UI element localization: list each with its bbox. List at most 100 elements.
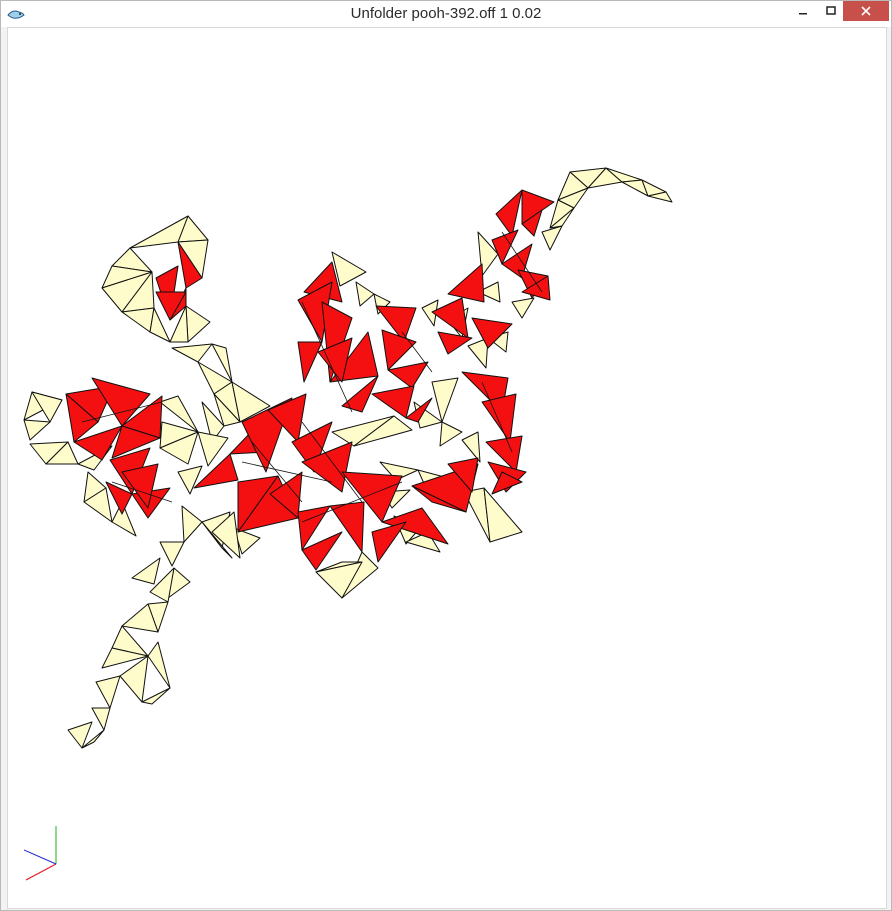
mesh-face: [477, 231, 499, 277]
mesh-face: [211, 343, 233, 383]
mesh-face: [405, 531, 441, 553]
mesh-face: [411, 485, 467, 513]
mesh-face: [81, 729, 105, 749]
mesh-face: [355, 281, 375, 307]
mesh-face: [45, 441, 79, 465]
mesh-face: [159, 541, 185, 567]
mesh-face: [213, 393, 241, 427]
mesh-face: [331, 251, 367, 287]
mesh-face: [267, 393, 307, 443]
mesh-face: [91, 707, 111, 731]
mesh-face: [73, 425, 123, 461]
mesh-face: [119, 655, 149, 703]
minimize-button[interactable]: [789, 1, 817, 21]
mesh-face: [381, 507, 449, 545]
mesh-face: [131, 557, 161, 585]
mesh-edge: [301, 481, 403, 523]
close-button[interactable]: [843, 1, 889, 21]
mesh-face: [149, 307, 171, 343]
mesh-face: [301, 441, 353, 493]
mesh-face: [461, 431, 481, 463]
mesh-face: [341, 375, 379, 413]
mesh-face: [375, 305, 417, 343]
mesh-face: [329, 501, 365, 553]
mesh-face: [201, 401, 225, 443]
mesh-face: [67, 721, 93, 749]
mesh-face: [371, 385, 415, 419]
app-icon: [7, 10, 25, 19]
mesh-face: [521, 275, 551, 301]
mesh-face: [291, 421, 333, 473]
mesh-face: [301, 531, 343, 571]
mesh-face: [181, 505, 203, 543]
mesh-edge: [301, 301, 353, 413]
mesh-face: [129, 215, 189, 249]
mesh-face: [193, 453, 239, 489]
mesh-face: [491, 229, 519, 265]
mesh-face: [121, 603, 159, 633]
mesh-face: [387, 361, 429, 389]
mesh-face: [171, 343, 213, 363]
viewport-canvas[interactable]: [7, 27, 887, 909]
minimize-icon: [799, 13, 807, 15]
mesh-face: [511, 297, 535, 319]
mesh-face: [447, 263, 485, 303]
mesh-face: [141, 687, 171, 705]
mesh-face: [111, 425, 161, 459]
window-title: Unfolder pooh-392.off 1 0.02: [350, 5, 542, 22]
mesh-face: [211, 511, 241, 559]
mesh-face: [91, 377, 151, 427]
mesh-face: [149, 567, 175, 603]
mesh-face: [315, 561, 363, 599]
mesh-face: [95, 675, 121, 709]
mesh-face: [495, 189, 523, 237]
mesh-face: [647, 191, 673, 203]
mesh-face: [485, 435, 523, 473]
mesh-face: [353, 415, 413, 447]
axis-x-line: [25, 863, 57, 881]
mesh-face: [341, 471, 403, 523]
mesh-face: [65, 393, 99, 443]
mesh-face: [379, 461, 419, 481]
mesh-face: [491, 471, 523, 495]
mesh-edge: [81, 401, 163, 423]
mesh-face: [381, 329, 417, 371]
axis-gizmo: [24, 826, 57, 881]
mesh-face: [197, 431, 229, 467]
mesh-face: [431, 297, 469, 339]
mesh-face: [101, 647, 149, 669]
mesh-face: [105, 481, 133, 515]
mesh-face: [111, 501, 137, 537]
mesh-edge: [401, 331, 433, 373]
mesh-edge: [501, 231, 543, 293]
mesh-face: [467, 337, 489, 369]
mesh-edge: [251, 441, 303, 503]
maximize-button[interactable]: [817, 1, 845, 21]
mesh-edge: [111, 481, 173, 503]
mesh-face: [297, 341, 323, 383]
mesh-face: [405, 397, 433, 423]
mesh-face: [431, 377, 459, 423]
mesh-face: [121, 307, 155, 333]
mesh-face: [447, 457, 479, 493]
mesh-face: [371, 521, 407, 563]
maximize-icon: [826, 6, 836, 15]
mesh-face: [521, 209, 543, 237]
mesh-face: [549, 207, 575, 229]
mesh-face: [437, 331, 473, 355]
mesh-face: [471, 317, 513, 349]
mesh-face: [147, 641, 171, 689]
mesh-face: [201, 521, 233, 559]
mesh-face: [317, 337, 353, 383]
mesh-face: [159, 431, 199, 465]
mesh-face: [177, 241, 203, 289]
mesh-face: [477, 281, 501, 303]
mesh-face: [155, 291, 187, 321]
mesh-face: [297, 505, 331, 551]
mesh-face: [541, 225, 563, 251]
mesh-edge: [481, 381, 513, 453]
mesh-face: [177, 465, 203, 495]
title-bar[interactable]: Unfolder pooh-392.off 1 0.02: [1, 1, 891, 27]
mesh-edge: [241, 461, 333, 483]
